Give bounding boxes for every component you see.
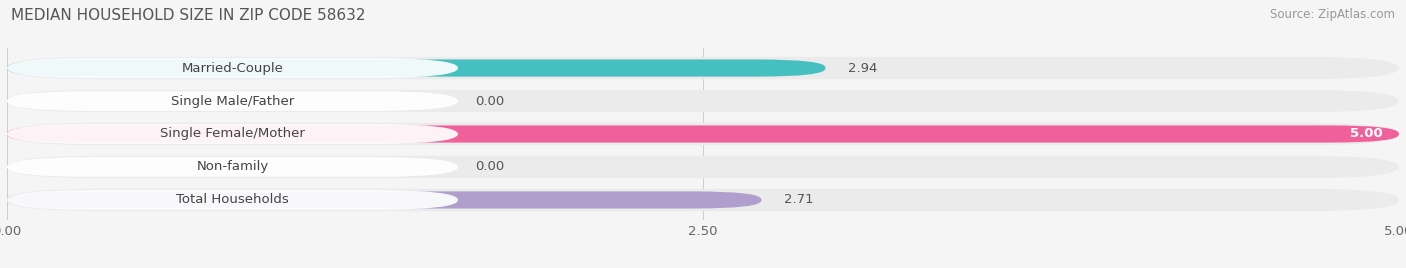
FancyBboxPatch shape: [7, 91, 458, 111]
FancyBboxPatch shape: [7, 57, 1399, 79]
Text: Total Households: Total Households: [176, 193, 288, 206]
Text: Single Male/Father: Single Male/Father: [172, 95, 294, 107]
FancyBboxPatch shape: [7, 189, 1399, 211]
FancyBboxPatch shape: [7, 156, 1399, 178]
Text: 0.00: 0.00: [475, 95, 503, 107]
FancyBboxPatch shape: [7, 157, 458, 177]
FancyBboxPatch shape: [7, 123, 1399, 145]
Text: MEDIAN HOUSEHOLD SIZE IN ZIP CODE 58632: MEDIAN HOUSEHOLD SIZE IN ZIP CODE 58632: [11, 8, 366, 23]
Text: 2.71: 2.71: [783, 193, 813, 206]
Text: Single Female/Mother: Single Female/Mother: [160, 128, 305, 140]
FancyBboxPatch shape: [7, 190, 458, 210]
Text: 0.00: 0.00: [475, 161, 503, 173]
FancyBboxPatch shape: [7, 59, 825, 77]
FancyBboxPatch shape: [7, 124, 458, 144]
FancyBboxPatch shape: [7, 125, 1399, 143]
Text: Married-Couple: Married-Couple: [181, 62, 284, 75]
Text: Source: ZipAtlas.com: Source: ZipAtlas.com: [1270, 8, 1395, 21]
Text: 2.94: 2.94: [848, 62, 877, 75]
FancyBboxPatch shape: [7, 191, 762, 209]
FancyBboxPatch shape: [7, 58, 458, 78]
Text: Non-family: Non-family: [197, 161, 269, 173]
Text: 5.00: 5.00: [1350, 128, 1382, 140]
FancyBboxPatch shape: [7, 90, 1399, 112]
